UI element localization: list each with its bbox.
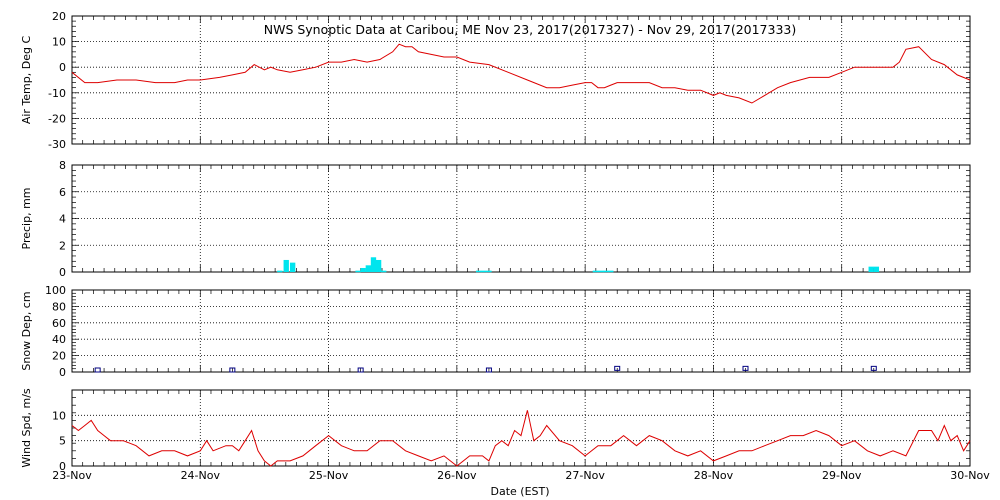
- snow-marker: [870, 365, 877, 371]
- precip-bar: [365, 265, 372, 272]
- y-tick-label: 4: [59, 213, 66, 226]
- x-tick-label: 24-Nov: [181, 469, 221, 482]
- y-tick-label: -20: [48, 112, 66, 125]
- x-tick-label: 28-Nov: [694, 469, 734, 482]
- precip-bar: [283, 259, 289, 272]
- y-tick-label: 2: [59, 239, 66, 252]
- x-tick-label: 29-Nov: [822, 469, 862, 482]
- y-tick-label: 20: [52, 350, 66, 363]
- plot-frame: [71, 164, 971, 273]
- y-tick-label: 0: [59, 61, 66, 74]
- precip-bar: [355, 270, 361, 273]
- y-tick-label: 0: [59, 366, 66, 379]
- panel-0: -30 -20 -10 0 10 20 Air Temp, Deg C: [20, 10, 971, 151]
- precip-bar: [375, 259, 382, 272]
- precip-bar: [602, 270, 609, 273]
- precip-bar: [592, 270, 599, 273]
- precip-bar: [475, 270, 482, 273]
- panel-3: 0 5 10 Wind Spd, m/s 23-Nov 24-Nov 25-Nov 26-No…: [20, 388, 990, 482]
- series-line: [71, 43, 971, 104]
- y-tick-label: 20: [52, 10, 66, 23]
- y-tick-label: 80: [52, 300, 66, 313]
- y-tick-label: -10: [48, 87, 66, 100]
- y-tick-label: 0: [59, 460, 66, 473]
- x-tick-label: 30-Nov: [950, 469, 990, 482]
- snow-marker: [742, 365, 749, 371]
- precip-bar: [289, 262, 296, 272]
- plot-frame: [71, 389, 971, 467]
- snow-marker: [485, 367, 492, 373]
- precip-bar: [481, 270, 487, 273]
- precip-bar: [486, 270, 492, 273]
- precip-bar: [381, 270, 387, 273]
- panel-2: 0 20 40 60 80 100 Snow Dep, cm: [20, 284, 971, 379]
- y-tick-label: -30: [48, 138, 66, 151]
- x-tick-label: 27-Nov: [565, 469, 605, 482]
- y-tick-label: 60: [52, 317, 66, 330]
- x-tick-label: 26-Nov: [437, 469, 477, 482]
- plot-frame: [71, 289, 971, 373]
- y-tick-label: 6: [59, 186, 66, 199]
- snow-marker: [357, 367, 364, 373]
- y-tick-label: 10: [52, 36, 66, 49]
- snow-marker: [229, 367, 236, 373]
- x-tick-label: 23-Nov: [52, 469, 92, 482]
- precip-bar: [868, 266, 874, 272]
- precip-bar: [597, 270, 604, 273]
- snow-marker: [614, 365, 621, 371]
- y-tick-label: 8: [59, 159, 66, 172]
- y-tick-label: 40: [52, 333, 66, 346]
- y-axis-label: Wind Spd, m/s: [20, 388, 33, 468]
- y-tick-label: 10: [52, 409, 66, 422]
- precip-bar: [608, 270, 614, 273]
- snow-marker: [94, 367, 101, 373]
- y-axis-label: Snow Dep, cm: [20, 291, 33, 370]
- y-tick-label: 100: [45, 284, 66, 297]
- precip-bar: [360, 267, 366, 272]
- precip-bar: [277, 270, 283, 273]
- precip-bar: [370, 257, 377, 272]
- y-axis-label: Air Temp, Deg C: [20, 36, 33, 125]
- x-axis-label: Date (EST): [490, 485, 549, 498]
- chart-title: NWS Synoptic Data at Caribou, ME Nov 23,…: [264, 22, 797, 37]
- x-tick-label: 25-Nov: [309, 469, 349, 482]
- y-axis-label: Precip, mm: [20, 188, 33, 250]
- y-tick-label: 0: [59, 266, 66, 279]
- y-tick-label: 5: [59, 435, 66, 448]
- series-line: [71, 410, 971, 467]
- precip-bar: [873, 266, 880, 272]
- panel-1: 0 2 4 6 8 Precip, mm: [20, 159, 971, 279]
